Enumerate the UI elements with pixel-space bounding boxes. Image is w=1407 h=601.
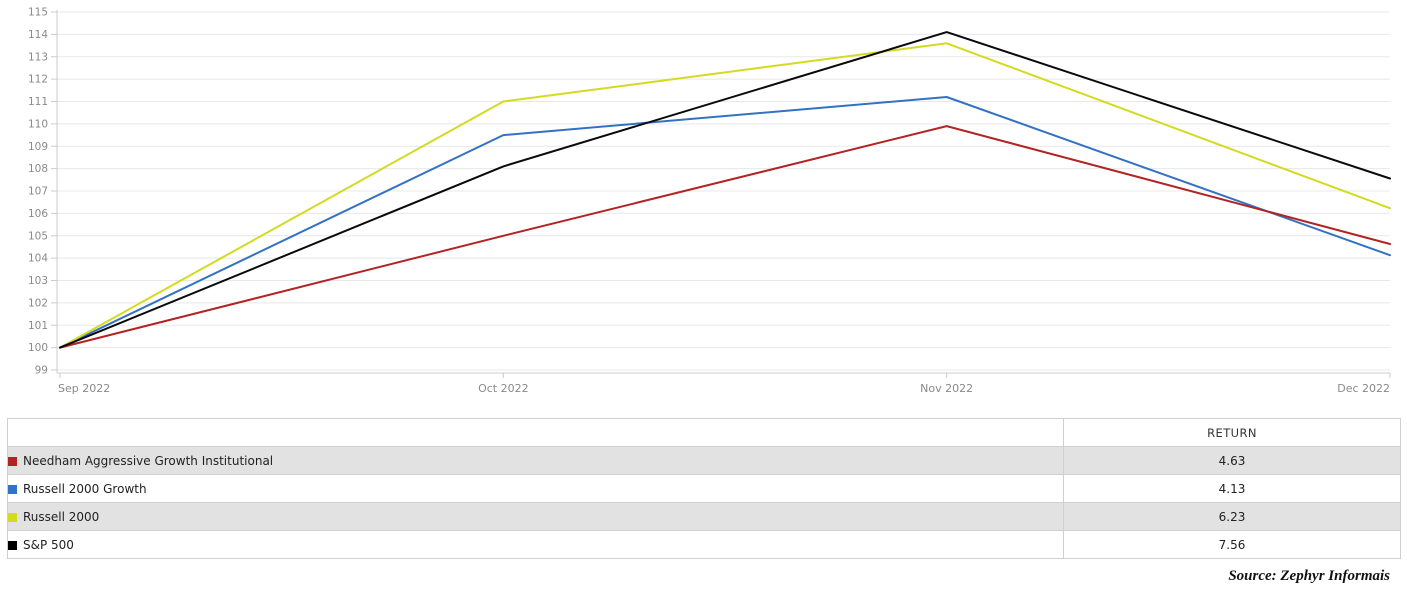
svg-text:Sep 2022: Sep 2022 (58, 382, 110, 395)
series-name: Russell 2000 Growth (23, 481, 147, 496)
svg-text:99: 99 (35, 365, 48, 377)
svg-text:111: 111 (28, 96, 48, 108)
svg-text:101: 101 (28, 320, 48, 332)
svg-text:109: 109 (28, 141, 48, 153)
series-name: Needham Aggressive Growth Institutional (23, 453, 274, 468)
svg-text:Oct 2022: Oct 2022 (478, 382, 529, 395)
svg-text:110: 110 (28, 118, 48, 130)
svg-text:112: 112 (28, 74, 48, 86)
legend-swatch-icon (8, 484, 17, 494)
series-line (59, 42, 1391, 349)
line-chart-canvas: 99 100 101 102 103 104 105 106 107 108 109 110 111 11… (28, 7, 1391, 395)
return-value: 7.56 (1063, 530, 1401, 559)
svg-text:Dec 2022: Dec 2022 (1337, 382, 1390, 395)
table-header-blank (7, 418, 1064, 447)
table-row: Russell 2000 6.23 (7, 502, 1401, 531)
svg-text:105: 105 (28, 230, 48, 242)
legend-swatch-icon (8, 540, 17, 550)
legend-swatch-icon (8, 512, 17, 522)
svg-text:102: 102 (28, 297, 48, 309)
return-value: 4.13 (1063, 474, 1401, 503)
series-name: S&P 500 (23, 537, 74, 552)
svg-text:108: 108 (28, 163, 48, 175)
performance-chart: 99 100 101 102 103 104 105 106 107 108 109 110 111 11… (28, 7, 1391, 395)
svg-text:106: 106 (28, 208, 48, 220)
returns-table: RETURN Needham Aggressive Growth Institu… (7, 418, 1401, 559)
source-attribution: Source: Zephyr Informais (1228, 568, 1390, 584)
series-name: Russell 2000 (23, 509, 100, 524)
series-line (59, 96, 1391, 349)
table-header-row: RETURN (7, 418, 1401, 447)
table-row: Needham Aggressive Growth Institutional … (7, 446, 1401, 475)
svg-text:115: 115 (28, 7, 48, 19)
svg-text:Nov 2022: Nov 2022 (920, 382, 973, 395)
svg-text:103: 103 (28, 275, 48, 287)
svg-text:107: 107 (28, 186, 48, 198)
series-line (59, 31, 1391, 349)
table-header-return: RETURN (1063, 418, 1401, 447)
return-value: 4.63 (1063, 446, 1401, 475)
svg-text:104: 104 (28, 253, 48, 265)
legend-swatch-icon (8, 456, 17, 466)
table-row: Russell 2000 Growth 4.13 (7, 474, 1401, 503)
return-value: 6.23 (1063, 502, 1401, 531)
series-line (59, 125, 1391, 349)
table-row: S&P 500 7.56 (7, 530, 1401, 559)
svg-text:113: 113 (28, 51, 48, 63)
svg-text:114: 114 (28, 29, 48, 41)
svg-text:100: 100 (28, 342, 48, 354)
